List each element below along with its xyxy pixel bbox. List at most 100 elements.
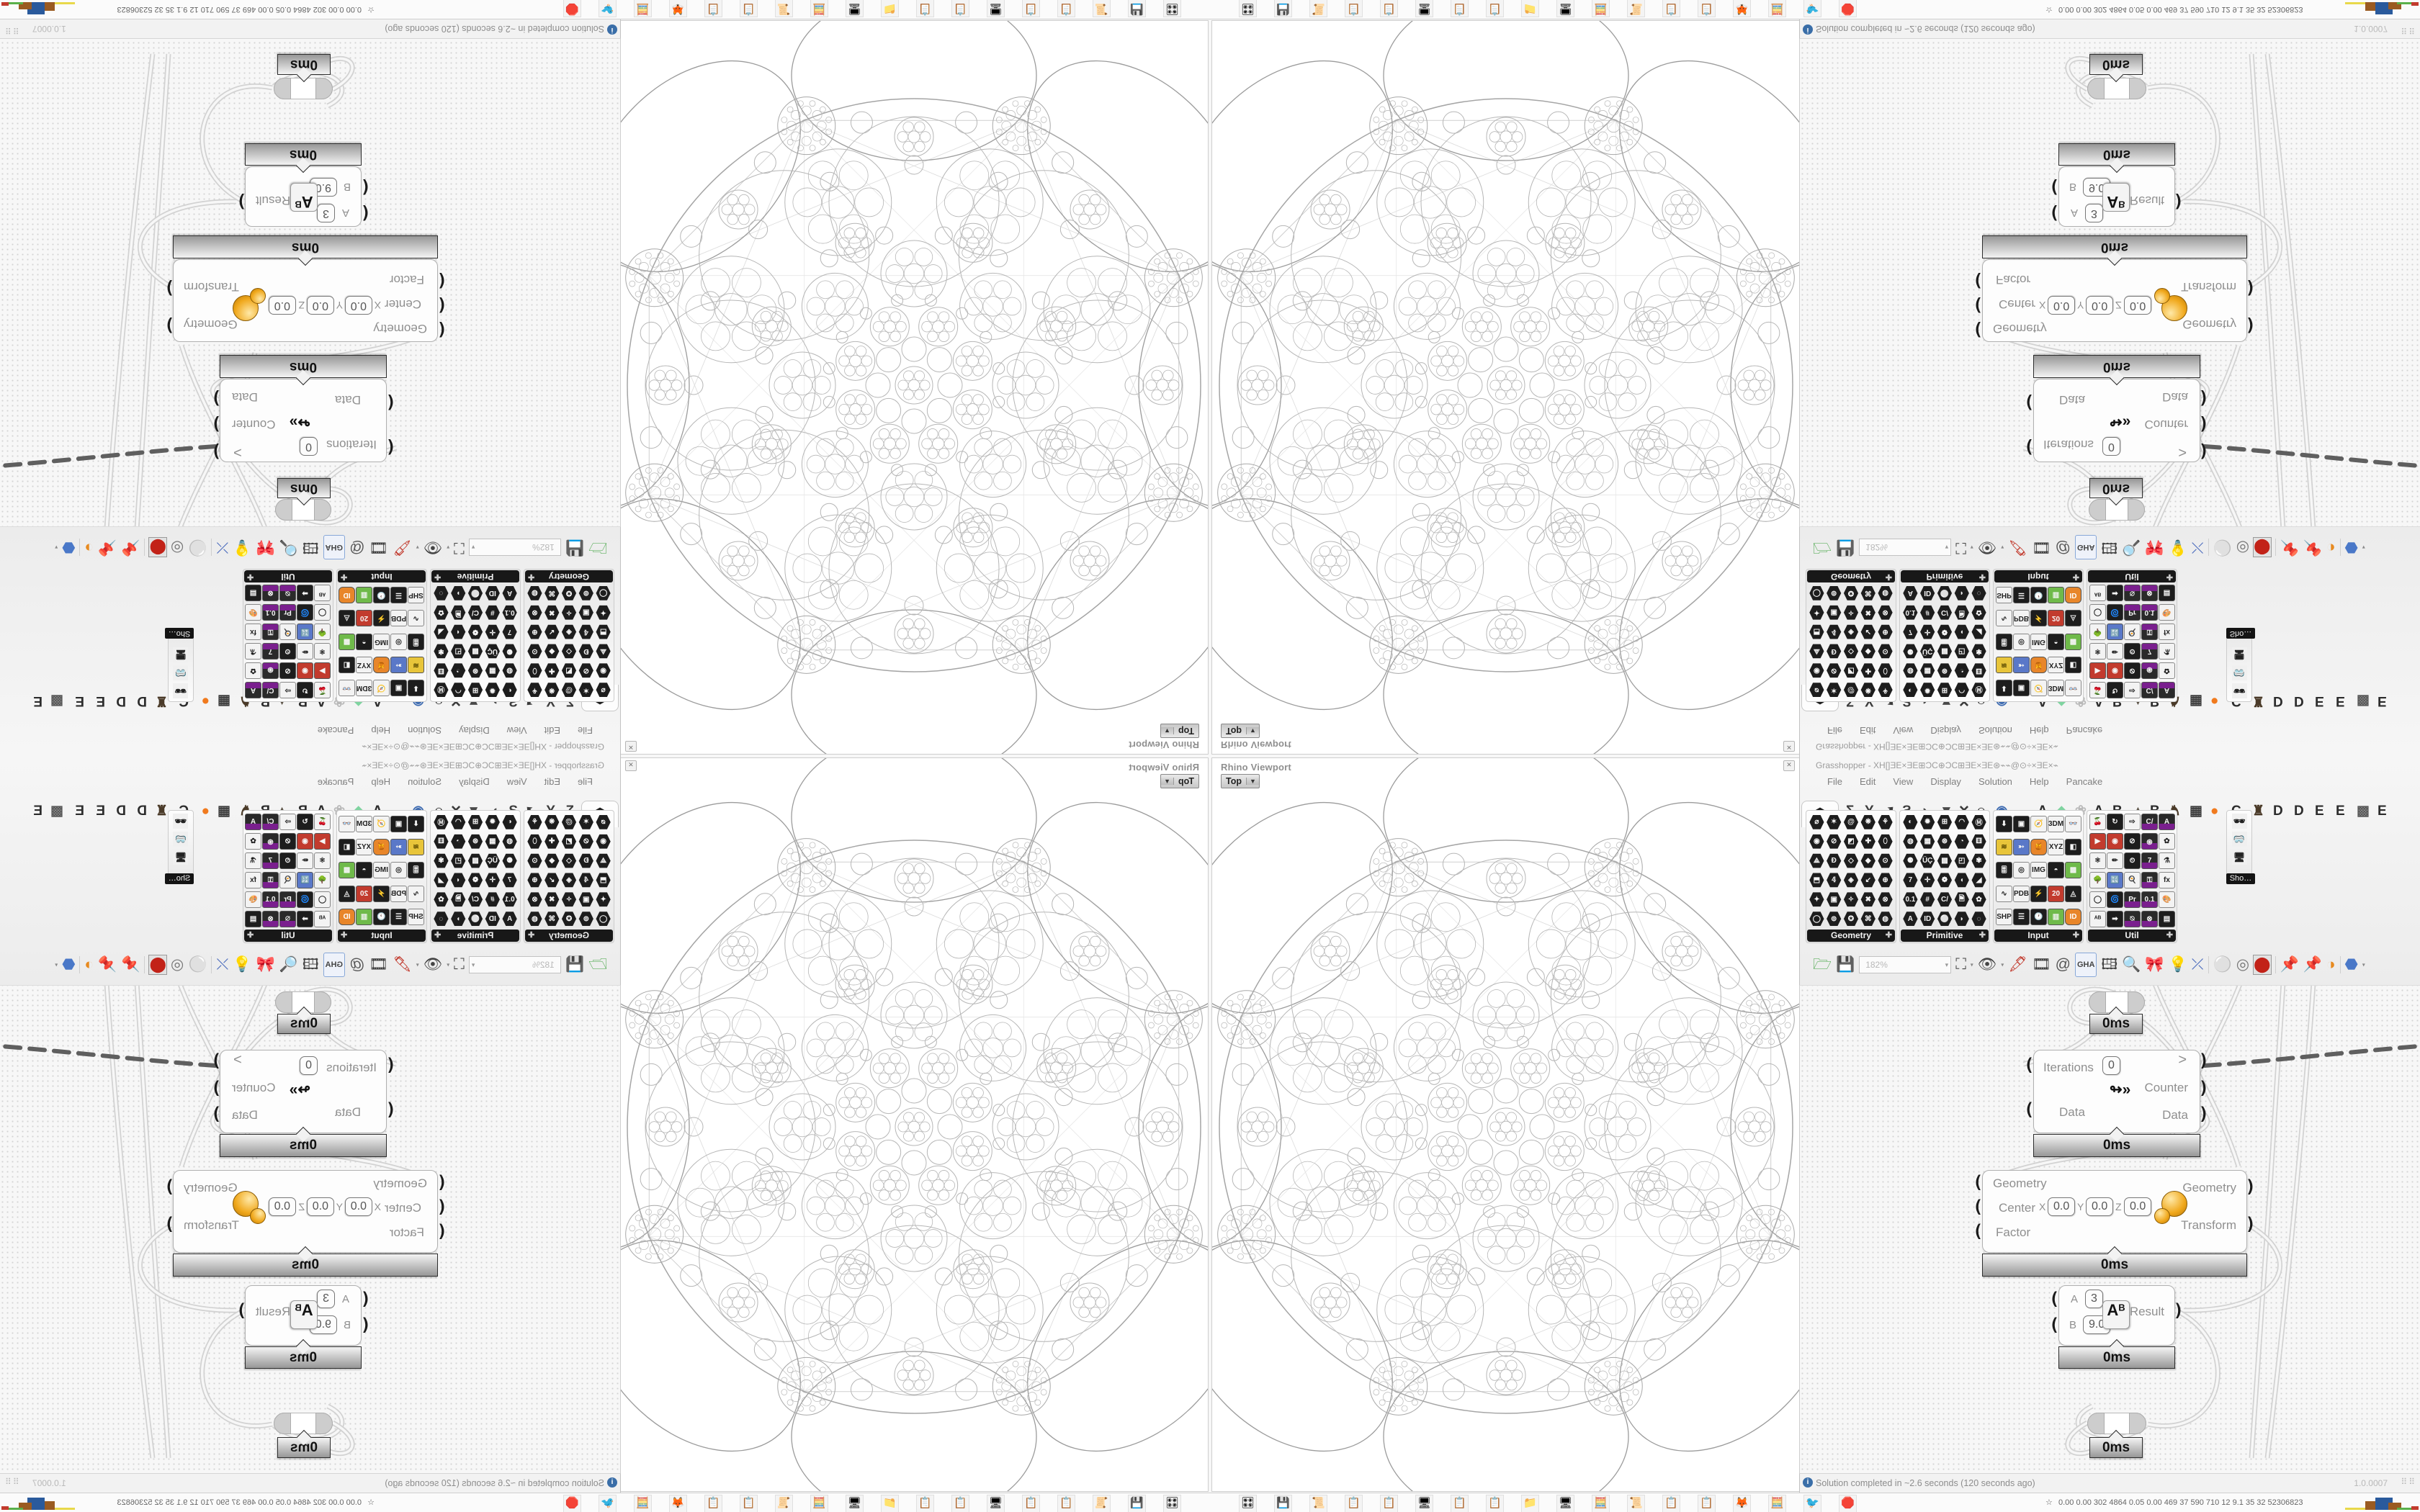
component-icon[interactable]: ✏ (297, 642, 313, 660)
ribbon-tab-icon[interactable]: E (2378, 693, 2387, 708)
component-icon[interactable]: ⊘ (279, 833, 296, 850)
ribbon-tab-icon[interactable]: E (33, 693, 42, 708)
menu-item-display[interactable]: Display (1930, 725, 1961, 736)
component-icon[interactable]: IMG (373, 633, 390, 650)
ribbon-tab-icon[interactable]: ♜ (2252, 693, 2265, 708)
taskbar-app-icon[interactable]: 🧮 (1592, 1495, 1610, 1512)
component-icon[interactable]: ⊘ (2124, 833, 2141, 850)
component-icon[interactable]: 🍒 (2089, 681, 2106, 698)
component-icon[interactable]: ⚪ (468, 585, 483, 600)
component-icon[interactable]: ⚡ (2030, 610, 2047, 627)
component-icon[interactable]: C/ (2141, 681, 2158, 698)
component-icon[interactable]: Pr (279, 604, 296, 621)
component-icon[interactable]: ❁ (468, 873, 483, 888)
component-icon[interactable]: ⚘ (1878, 683, 1893, 698)
palette-panel-title[interactable]: Util ✚ (2088, 570, 2176, 582)
output-socket[interactable]: ) (2245, 315, 2256, 336)
component-icon[interactable]: ⊞ (1937, 683, 1952, 698)
chart-icon[interactable]: 🖽 (2101, 539, 2118, 556)
component-icon[interactable]: ≋ (408, 656, 424, 673)
component-icon[interactable]: ◐ (502, 683, 517, 698)
taskbar-app-icon[interactable]: 📜 (1627, 0, 1645, 17)
component-icon[interactable]: ✹ (1920, 815, 1935, 829)
component-icon[interactable]: 🗎 (1954, 605, 1969, 620)
preview-eye-icon[interactable]: 👁 ▾ (416, 539, 443, 557)
component-icon[interactable]: ☰ (2013, 908, 2030, 925)
iterations-value-chip[interactable]: 0 (300, 1056, 318, 1075)
component-icon[interactable]: ⊚ (578, 585, 593, 600)
component-icon[interactable]: ⌀ (1809, 683, 1824, 698)
component-icon[interactable]: ✿ (434, 892, 449, 907)
crossed-wires-icon[interactable]: ⤫ (2191, 956, 2204, 973)
panel-expand-icon[interactable]: ✚ (1978, 931, 1986, 940)
component-icon[interactable]: ✹ (485, 814, 500, 829)
menu-item-solution[interactable]: Solution (408, 725, 442, 736)
component-icon[interactable]: ✦ (596, 605, 611, 620)
component-icon[interactable]: A (245, 814, 261, 831)
component-icon[interactable]: ≋ (1996, 839, 2012, 856)
input-socket[interactable]: ( (1973, 320, 1984, 340)
taskbar-app-icon[interactable]: 📜 (775, 1495, 793, 1512)
component-icon[interactable]: 𝟜 (1827, 624, 1842, 639)
ribbon-tab-icon[interactable]: E (2336, 804, 2345, 819)
scale-component[interactable]: Geometry Center X 0.0 Y 0.0 Z 0.0 Factor… (1973, 1170, 2256, 1253)
red-material-icon[interactable]: ⬤ (2253, 955, 2272, 975)
component-icon[interactable]: C/ (1937, 605, 1952, 620)
taskbar-app-icon[interactable]: 📋 (916, 0, 934, 17)
taskbar-app-icon[interactable]: 🖥 (846, 1495, 864, 1512)
component-icon[interactable]: 0.1 (2141, 604, 2158, 621)
component-icon[interactable]: ⍉ (279, 910, 296, 927)
component-icon[interactable]: ◰ (1954, 853, 1969, 868)
component-icon[interactable]: ◌ (434, 585, 449, 600)
pin-teal-icon[interactable]: 📌 (121, 956, 140, 973)
taskbar-app-icon[interactable]: 📋 (1345, 0, 1363, 17)
component-icon[interactable]: ▥ (356, 587, 372, 604)
ribbon-tab-icon[interactable]: D (116, 804, 126, 819)
panel-expand-icon[interactable]: ✚ (528, 572, 535, 581)
close-icon[interactable]: ✕ (625, 760, 637, 771)
output-socket[interactable]: ) (2198, 441, 2209, 462)
component-icon[interactable]: ⬇ (1996, 816, 2012, 833)
torus-icon[interactable]: ◎ (2236, 956, 2250, 973)
component-icon[interactable]: C/ (2141, 814, 2158, 831)
component-icon[interactable]: ◉ (596, 834, 611, 849)
component-icon[interactable]: ⬒ (1809, 624, 1824, 639)
input-socket[interactable]: ( (436, 271, 447, 291)
component-icon[interactable]: ⇨ (279, 814, 296, 831)
component-icon[interactable]: ∿ (1996, 885, 2012, 902)
palette-panel-title[interactable]: Geometry ✚ (1807, 570, 1895, 582)
component-icon[interactable]: ◖ (1954, 873, 1969, 888)
output-socket[interactable]: ) (2198, 1078, 2209, 1098)
component-icon[interactable]: ⊗ (2141, 910, 2158, 927)
palette-panel-show-label[interactable]: Sho… (165, 628, 194, 639)
component-icon[interactable]: ◉ (1809, 834, 1824, 849)
component-icon[interactable]: ▣ (390, 816, 407, 833)
component-icon[interactable]: ▩ (339, 633, 355, 650)
pin-teal-icon[interactable]: 📌 (2280, 539, 2299, 556)
component-icon[interactable]: ↙ (544, 873, 560, 888)
output-socket[interactable]: ) (211, 1078, 222, 1098)
component-icon[interactable]: 🗎 (451, 892, 466, 907)
component-icon[interactable]: ◌ (1971, 585, 1986, 600)
component-icon[interactable]: ⚈ (502, 853, 517, 868)
component-icon[interactable]: ◯ (2089, 604, 2106, 621)
component-icon[interactable]: 👓 (339, 816, 355, 833)
component-icon[interactable]: ▦ (1920, 663, 1935, 678)
component-icon[interactable]: ➡ (297, 585, 313, 602)
component-icon[interactable]: ✏ (297, 852, 313, 870)
a-value-chip[interactable]: 3 (317, 204, 335, 222)
component-icon[interactable]: ÜÇ (485, 853, 500, 868)
component-icon[interactable]: 0.1 (262, 604, 279, 621)
input-socket[interactable]: ( (2049, 1315, 2060, 1335)
zoom-percent-field[interactable]: 182% ▾ (468, 956, 561, 973)
component-icon[interactable]: 🎨 (2159, 891, 2175, 908)
component-icon[interactable]: A (502, 585, 517, 600)
component-icon[interactable]: ∿ (408, 610, 424, 627)
component-icon[interactable]: ▩ (2065, 862, 2081, 879)
component-icon[interactable]: ↙ (544, 624, 560, 639)
loop-component[interactable]: Iterations 0 ↬» Data > Counter Data ( ( … (211, 379, 396, 462)
taskbar-app-icon[interactable]: 🛑 (563, 0, 581, 17)
component-icon[interactable]: ◉ (2107, 662, 2123, 679)
component-icon[interactable]: ▦ (1920, 834, 1935, 849)
component-icon[interactable]: SHP (1996, 587, 2012, 604)
